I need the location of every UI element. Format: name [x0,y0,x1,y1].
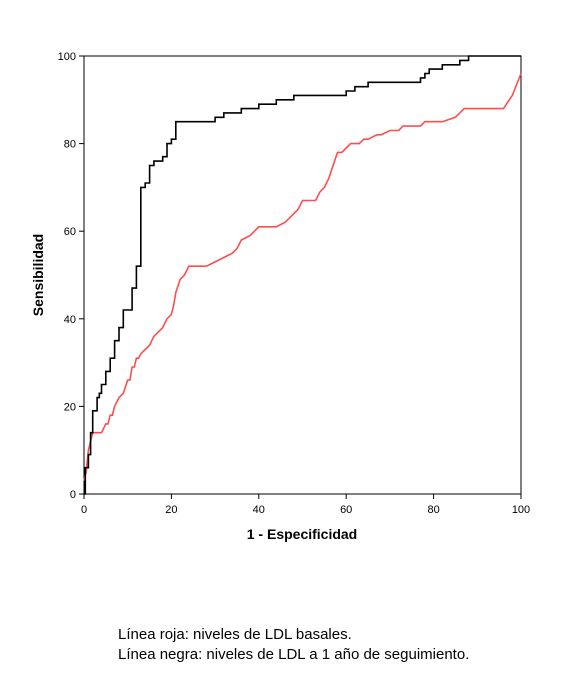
x-tick-label: 100 [512,504,530,516]
y-tick-label: 40 [64,314,76,326]
series-line-black [84,55,521,495]
series-line-red [83,73,522,482]
series-group [83,55,522,495]
caption-black-line: Línea negra: niveles de LDL a 1 año de s… [118,646,470,663]
y-axis-title: Sensibilidad [30,234,46,316]
x-tick-label: 40 [253,504,265,516]
y-tick-label: 20 [64,401,76,413]
y-tick-label: 60 [64,226,76,238]
caption-red-line: Línea roja: niveles de LDL basales. [118,626,352,643]
plot-frame [83,55,522,495]
y-tick-label: 0 [70,489,76,501]
x-axis-title: 1 - Especificidad [247,526,357,542]
roc-chart: 0 20 40 60 80 100 0 20 40 60 80 100 1 - Especifici… [30,51,530,542]
x-axis: 0 20 40 60 80 100 [81,494,530,516]
y-axis: 0 20 40 60 80 100 [58,51,84,501]
x-tick-label: 0 [81,504,87,516]
y-tick-label: 100 [58,51,76,63]
caption: Línea roja: niveles de LDL basales. Líne… [118,625,469,665]
y-tick-label: 80 [64,139,76,151]
x-tick-label: 60 [340,504,352,516]
x-tick-label: 80 [427,504,439,516]
x-tick-label: 20 [165,504,177,516]
